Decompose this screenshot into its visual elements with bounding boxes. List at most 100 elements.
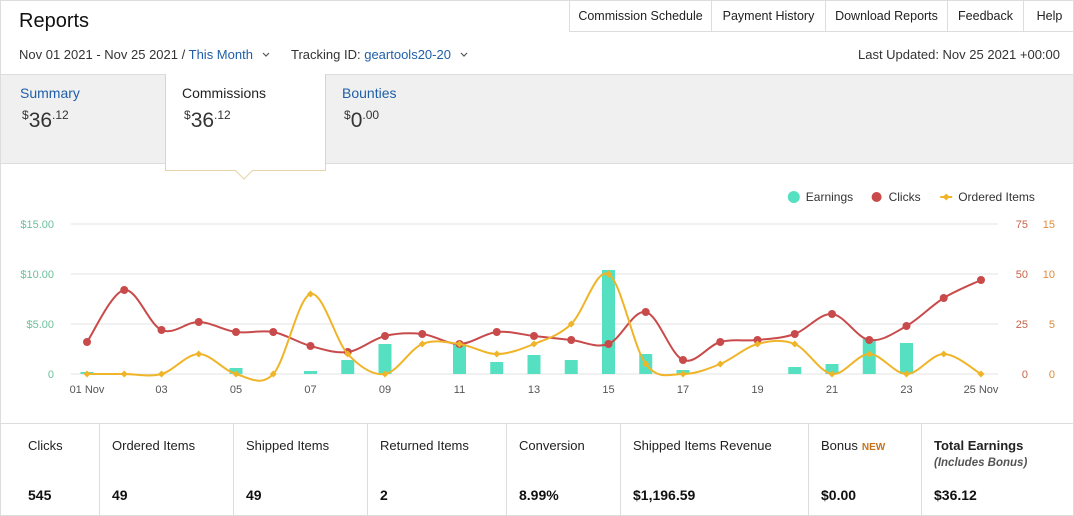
chevron bbox=[262, 52, 270, 57]
legend-item: Earnings bbox=[787, 190, 853, 204]
amount-cents: .00 bbox=[362, 108, 380, 122]
stat-label: Bonus NEW bbox=[821, 438, 885, 453]
y-tick-label: $5.00 bbox=[26, 319, 54, 331]
page-title: Reports bbox=[19, 10, 90, 32]
nav-button[interactable]: Commission Schedule bbox=[569, 1, 711, 32]
bar bbox=[378, 344, 392, 374]
point bbox=[456, 340, 463, 348]
y-tick-label: $10.00 bbox=[20, 269, 54, 281]
nav-button[interactable]: Help bbox=[1023, 1, 1073, 32]
point bbox=[381, 370, 389, 378]
y-tick-label: 10 bbox=[1043, 269, 1055, 281]
point bbox=[120, 370, 128, 378]
legend-marker bbox=[787, 191, 800, 203]
stat-value: $0.00 bbox=[821, 487, 857, 503]
tracking-id: geartools20-20 bbox=[364, 47, 451, 62]
point bbox=[418, 340, 426, 348]
y-tick-label: 0 bbox=[1022, 369, 1028, 381]
date-range: Nov 01 2021 - Nov 25 2021 bbox=[19, 47, 178, 62]
bar bbox=[602, 270, 615, 374]
currency: $ bbox=[344, 108, 351, 122]
tracking-label: Tracking ID: bbox=[291, 47, 361, 62]
x-tick-label: 25 Nov bbox=[964, 384, 999, 396]
tab-amount: $0.00 bbox=[344, 108, 379, 133]
point bbox=[269, 328, 278, 336]
currency: $ bbox=[184, 108, 191, 122]
tab[interactable]: Bounties $0.00 bbox=[326, 74, 487, 171]
stat-value: $1,196.59 bbox=[633, 487, 696, 503]
x-tick-label: 01 Nov bbox=[70, 384, 105, 396]
point bbox=[790, 330, 799, 338]
bar bbox=[788, 367, 802, 374]
point bbox=[307, 290, 314, 298]
tab[interactable]: Summary $36.12 bbox=[4, 74, 165, 171]
new-badge: NEW bbox=[861, 442, 886, 453]
point bbox=[753, 336, 762, 344]
stat-label: Shipped Items Revenue bbox=[633, 438, 772, 453]
x-tick-label: 19 bbox=[751, 384, 763, 396]
point bbox=[604, 340, 613, 348]
date-range-filter[interactable]: Nov 01 2021 - Nov 25 2021 / This Month bbox=[19, 47, 271, 62]
x-tick-label: 07 bbox=[304, 384, 316, 396]
nav-button[interactable]: Feedback bbox=[947, 1, 1023, 32]
point bbox=[641, 308, 650, 316]
point bbox=[83, 370, 91, 378]
separator: / bbox=[181, 47, 186, 62]
point bbox=[605, 270, 612, 278]
x-tick-label: 11 bbox=[454, 384, 465, 396]
bar bbox=[527, 355, 541, 374]
tab[interactable]: Commissions $36.12 bbox=[165, 74, 326, 171]
point bbox=[903, 370, 910, 378]
stat-label: Clicks bbox=[28, 438, 63, 453]
nav-button[interactable]: Download Reports bbox=[825, 1, 947, 32]
stat-value: 545 bbox=[28, 487, 52, 503]
x-tick-label: 23 bbox=[900, 384, 912, 396]
bar bbox=[341, 360, 355, 374]
point bbox=[232, 370, 240, 378]
nav-button[interactable]: Payment History bbox=[711, 1, 825, 32]
point bbox=[679, 356, 687, 364]
legend-item: Clicks bbox=[871, 190, 921, 204]
bar bbox=[490, 362, 504, 374]
tab-pointer bbox=[235, 170, 254, 180]
stats-row: Clicks 545 Ordered Items 49 Shipped Items 4… bbox=[1, 423, 1073, 515]
amount-whole: 36 bbox=[190, 109, 215, 132]
tab-amount: $36.12 bbox=[22, 108, 69, 133]
point bbox=[418, 330, 427, 338]
point bbox=[567, 320, 575, 328]
chevron bbox=[460, 52, 468, 57]
point bbox=[977, 370, 985, 378]
stat: Ordered Items 49 bbox=[99, 424, 233, 515]
bar bbox=[304, 371, 317, 374]
tracking-filter[interactable]: Tracking ID: geartools20-20 bbox=[291, 47, 469, 62]
point bbox=[865, 350, 873, 358]
y-tick-label: $15.00 bbox=[20, 219, 54, 231]
stat-value: 2 bbox=[380, 487, 388, 503]
stat-value: $36.12 bbox=[934, 487, 977, 503]
point bbox=[381, 332, 389, 340]
stat-label: Total Earnings bbox=[934, 438, 1024, 453]
point bbox=[120, 286, 129, 294]
tab-label: Commissions bbox=[182, 85, 267, 101]
stat: Clicks 545 bbox=[1, 424, 99, 515]
tab-label: Summary bbox=[20, 85, 80, 101]
label-text: Bonus bbox=[821, 438, 858, 453]
last-updated: Last Updated: Nov 25 2021 +00:00 bbox=[857, 47, 1060, 62]
point bbox=[195, 350, 203, 358]
y-tick-label: 25 bbox=[1016, 319, 1028, 331]
point bbox=[157, 326, 166, 334]
legend-label: Clicks bbox=[889, 190, 921, 204]
point bbox=[83, 338, 91, 346]
x-tick-label: 09 bbox=[379, 384, 391, 396]
stat: Shipped Items Revenue $1,196.59 bbox=[620, 424, 808, 515]
point bbox=[716, 360, 724, 368]
y-tick-label: 15 bbox=[1043, 219, 1055, 231]
amount-cents: .12 bbox=[52, 108, 69, 122]
stat-label: Ordered Items bbox=[112, 438, 196, 453]
currency: $ bbox=[22, 108, 29, 122]
x-tick-label: 13 bbox=[528, 384, 540, 396]
tab-label: Bounties bbox=[342, 85, 397, 101]
period: This Month bbox=[188, 47, 253, 62]
